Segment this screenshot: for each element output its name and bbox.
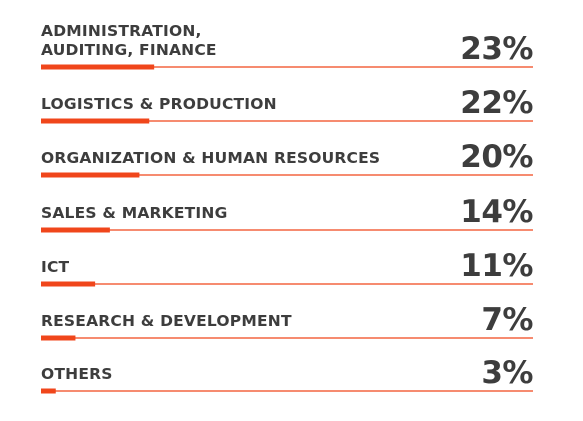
chart-row: OTHERS 3%: [41, 355, 534, 394]
value-label: 22%: [460, 85, 533, 121]
value-label: 14%: [460, 194, 533, 230]
category-label-line: AUDITING, FINANCE: [41, 41, 217, 59]
value-label: 20%: [460, 139, 533, 175]
category-label-line: LOGISTICS & PRODUCTION: [41, 95, 277, 113]
bar: [41, 172, 140, 178]
bar: [41, 118, 150, 124]
category-label: ADMINISTRATION, AUDITING, FINANCE: [41, 22, 217, 59]
category-label: LOGISTICS & PRODUCTION: [41, 95, 277, 113]
category-label: ORGANIZATION & HUMAN RESOURCES: [41, 149, 380, 167]
chart-rows: ADMINISTRATION, AUDITING, FINANCE 23% LOGIS…: [41, 22, 534, 394]
chart-row: LOGISTICS & PRODUCTION 22%: [41, 85, 534, 124]
bar: [41, 64, 155, 70]
chart-row: ORGANIZATION & HUMAN RESOURCES 20%: [41, 139, 534, 178]
category-label-line: ORGANIZATION & HUMAN RESOURCES: [41, 149, 380, 167]
value-label: 3%: [481, 355, 533, 391]
bar: [41, 227, 110, 233]
bar: [41, 335, 76, 341]
category-label-line: SALES & MARKETING: [41, 204, 228, 222]
value-label: 11%: [460, 248, 533, 284]
value-label: 7%: [481, 302, 533, 338]
category-label: SALES & MARKETING: [41, 204, 228, 222]
category-label-line: RESEARCH & DEVELOPMENT: [41, 312, 292, 330]
chart-row: SALES & MARKETING 14%: [41, 194, 534, 233]
category-label-line: OTHERS: [41, 365, 113, 383]
bar: [41, 388, 56, 394]
category-label: OTHERS: [41, 365, 113, 383]
chart-row: ICT 11%: [41, 248, 534, 287]
chart-row: ADMINISTRATION, AUDITING, FINANCE 23%: [41, 22, 534, 70]
category-label-line: ADMINISTRATION,: [41, 22, 202, 40]
category-label-line: ICT: [41, 258, 70, 276]
category-label: RESEARCH & DEVELOPMENT: [41, 312, 292, 330]
value-label: 23%: [460, 31, 533, 67]
chart-row: RESEARCH & DEVELOPMENT 7%: [41, 302, 534, 341]
bar: [41, 281, 96, 287]
category-label: ICT: [41, 258, 70, 276]
